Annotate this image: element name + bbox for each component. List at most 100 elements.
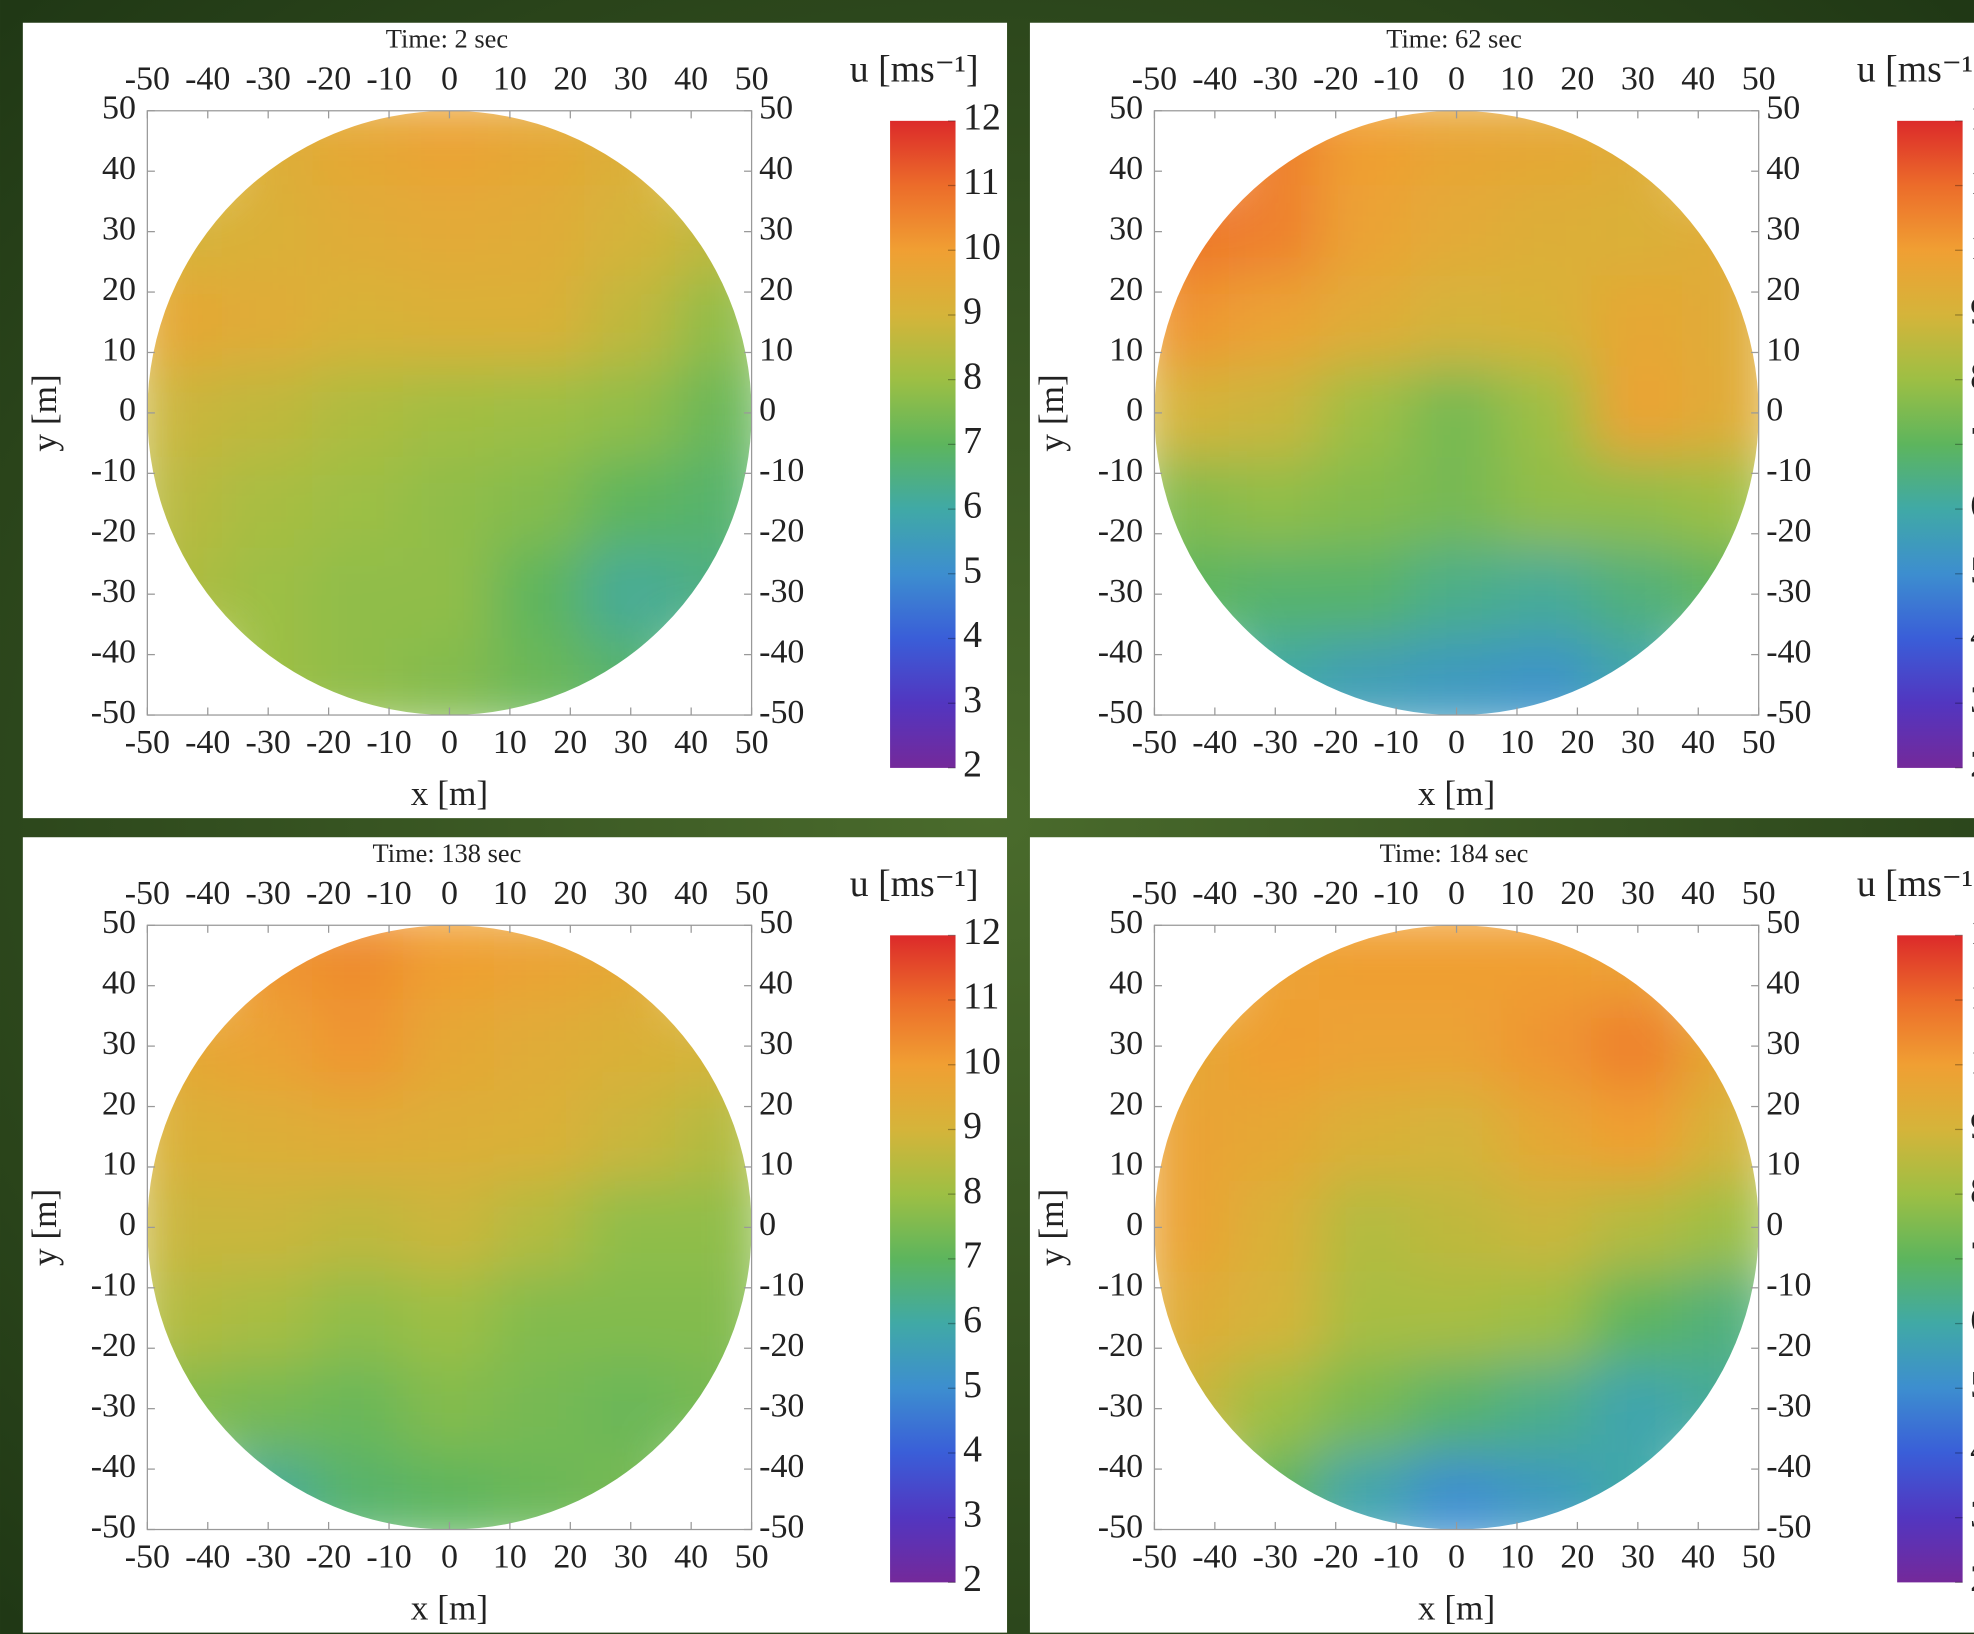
field-cell xyxy=(1591,456,1685,551)
colorbar-tick-label: 4 xyxy=(963,614,982,656)
x-tick-label: -40 xyxy=(1192,1539,1237,1576)
colorbar-tick-label: 9 xyxy=(963,1105,982,1147)
x-axis-label: x [m] xyxy=(1418,774,1495,813)
field-cell xyxy=(1500,275,1594,369)
field-cell xyxy=(1591,547,1685,641)
y-tick-label: -10 xyxy=(1098,1267,1143,1304)
field-cell xyxy=(1409,1362,1504,1456)
y-tick-label: 40 xyxy=(102,150,136,187)
field-cell xyxy=(1228,1271,1322,1365)
x-tick-label: -30 xyxy=(1253,724,1298,761)
y-tick-label: -40 xyxy=(1098,633,1143,670)
colorbar-tick-label: 7 xyxy=(963,420,982,462)
y-axis-label: y [m] xyxy=(1032,1189,1071,1266)
x-tick-label-top: -40 xyxy=(185,61,230,98)
field-cell xyxy=(1228,547,1322,641)
y-tick-label-right: 10 xyxy=(1766,331,1800,368)
colorbar-tick-label: 9 xyxy=(1970,291,1974,333)
colorbar-tick-label: 2 xyxy=(963,744,982,786)
x-tick-label-top: -20 xyxy=(306,875,351,912)
y-tick-label-right: -10 xyxy=(759,452,804,489)
colorbar-tick-label: 9 xyxy=(963,291,982,333)
field-cell xyxy=(1319,1180,1413,1274)
y-tick-label-right: -30 xyxy=(759,573,804,610)
field-cell xyxy=(493,1271,587,1365)
field-cell xyxy=(1500,456,1594,551)
x-tick-label: 20 xyxy=(553,724,587,761)
y-tick-label-right: 20 xyxy=(759,1085,793,1122)
x-tick-label: -50 xyxy=(125,724,170,761)
y-axis-label: y [m] xyxy=(1032,374,1071,451)
panel: -50-50-40-40-30-30-20-20-10-100010102020… xyxy=(1029,837,1974,1633)
x-tick-label: 10 xyxy=(1500,724,1534,761)
x-tick-label-top: 50 xyxy=(1742,61,1776,98)
colorbar xyxy=(1897,935,1963,1583)
y-tick-label: -40 xyxy=(91,633,136,670)
field-cell xyxy=(221,185,315,279)
colorbar-tick-label: 8 xyxy=(1970,355,1974,397)
field-cell xyxy=(584,547,678,641)
field-cell xyxy=(584,275,678,369)
x-tick-label: -40 xyxy=(185,1539,230,1576)
colorbar-tick-label: 3 xyxy=(1970,679,1974,721)
field-cell xyxy=(584,185,678,279)
colorbar-tick-label: 4 xyxy=(1970,1429,1974,1471)
x-tick-label-top: 10 xyxy=(1500,875,1534,912)
x-tick-label-top: -30 xyxy=(246,875,291,912)
x-tick-label: -20 xyxy=(306,1539,351,1576)
field-cell xyxy=(1154,1180,1232,1274)
x-tick-label: 10 xyxy=(493,1539,527,1576)
field-cell xyxy=(1319,1271,1413,1365)
field-cell xyxy=(402,547,497,641)
x-tick-label: 50 xyxy=(735,724,769,761)
colorbar-tick-label: 11 xyxy=(963,161,999,203)
field-cell xyxy=(1319,547,1413,641)
colorbar-tick-label: 6 xyxy=(1970,1299,1974,1341)
panel: -50-50-40-40-30-30-20-20-10-100010102020… xyxy=(22,22,1008,819)
x-tick-label-top: 40 xyxy=(1681,875,1715,912)
y-tick-label-right: 0 xyxy=(1766,1206,1783,1243)
chart-title: Time: 184 sec xyxy=(1380,838,1529,868)
field-cell xyxy=(1409,456,1504,551)
field-cell xyxy=(1319,185,1413,279)
x-axis-label: x [m] xyxy=(411,774,488,813)
panel: -50-50-40-40-30-30-20-20-10-100010102020… xyxy=(22,837,1008,1633)
field-cell xyxy=(1409,547,1504,641)
field-cell xyxy=(221,1090,315,1184)
colorbar-tick-label: 11 xyxy=(1970,976,1974,1018)
field-cell xyxy=(1500,1362,1594,1456)
x-tick-label-top: -30 xyxy=(1253,61,1298,98)
field-cell xyxy=(402,1271,497,1365)
field-cell xyxy=(493,366,587,460)
y-tick-label: 20 xyxy=(1109,271,1143,308)
y-tick-label: 40 xyxy=(1109,964,1143,1001)
x-tick-label: 30 xyxy=(614,1539,648,1576)
y-tick-label: -30 xyxy=(91,1387,136,1424)
y-tick-label: 0 xyxy=(119,392,136,429)
x-tick-label: -10 xyxy=(366,724,411,761)
y-tick-label-right: 30 xyxy=(759,210,793,247)
panel: -50-50-40-40-30-30-20-20-10-100010102020… xyxy=(1029,22,1974,819)
x-tick-label-top: -50 xyxy=(1132,875,1177,912)
field-cell xyxy=(674,366,752,460)
colorbar-tick-label: 5 xyxy=(1970,549,1974,591)
x-tick-label-top: 40 xyxy=(674,875,708,912)
y-tick-label: 10 xyxy=(102,1146,136,1183)
y-tick-label: -20 xyxy=(91,513,136,550)
colorbar-label: u [ms⁻¹] xyxy=(1857,49,1974,91)
colorbar-tick-label: 5 xyxy=(1970,1364,1974,1406)
y-tick-label-right: 50 xyxy=(759,904,793,941)
x-tick-label: -40 xyxy=(1192,724,1237,761)
x-axis-label: x [m] xyxy=(411,1588,488,1627)
field-cell xyxy=(221,1180,315,1274)
x-tick-label: -30 xyxy=(246,1539,291,1576)
y-tick-label: -10 xyxy=(91,1267,136,1304)
field-cell xyxy=(493,275,587,369)
y-tick-label: 30 xyxy=(1109,210,1143,247)
x-tick-label: -30 xyxy=(246,724,291,761)
field-cell xyxy=(1319,1362,1413,1456)
y-tick-label: 10 xyxy=(102,331,136,368)
x-tick-label: 50 xyxy=(1742,724,1776,761)
chart-title: Time: 2 sec xyxy=(386,24,508,54)
